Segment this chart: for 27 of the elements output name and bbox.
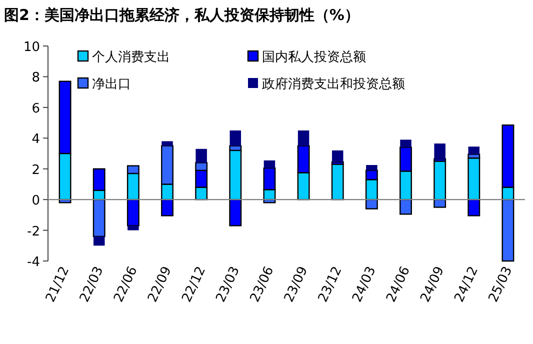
bar <box>162 141 173 146</box>
bar <box>366 165 378 170</box>
bar <box>434 144 446 159</box>
bar <box>230 130 242 146</box>
legend-label: 国内私人投资总额 <box>262 50 366 65</box>
bar <box>332 150 344 162</box>
y-tick-label: 6 <box>32 101 40 116</box>
y-tick-label: 0 <box>32 194 40 209</box>
y-tick-label: 10 <box>23 40 40 55</box>
bar <box>468 146 480 154</box>
y-tick-label: 2 <box>32 162 40 178</box>
bar <box>400 140 412 148</box>
bar <box>298 130 310 146</box>
legend-label: 政府消费支出和投资总额 <box>262 76 405 92</box>
y-tick-label: 8 <box>32 70 40 86</box>
bar <box>196 148 207 163</box>
bar <box>264 160 276 168</box>
y-tick-label: -4 <box>27 255 40 270</box>
legend-label: 个人消费支出 <box>92 50 170 65</box>
y-tick-label: 4 <box>32 132 40 148</box>
legend-label: 净出口 <box>92 77 131 92</box>
bar <box>331 164 344 200</box>
x-tick-label: 23/09 <box>282 264 312 305</box>
bar <box>93 236 105 246</box>
bar <box>128 226 139 230</box>
chart-title: 图2：美国净出口拖累经济，私人投资保持韧性（%） <box>4 6 360 24</box>
y-tick-label: -2 <box>27 224 40 240</box>
